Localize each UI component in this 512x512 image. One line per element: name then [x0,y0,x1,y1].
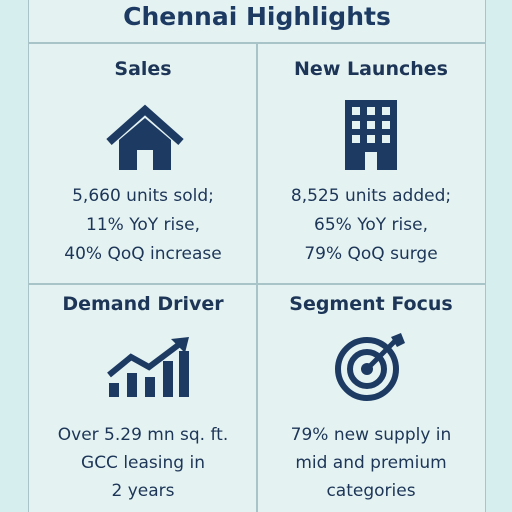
cell: Segment Focus 79% new supply in mid and … [257,283,485,512]
cell-text: 11% YoY rise, [86,215,200,235]
cell: Sales 5,660 units sold; 11% YoY rise, 40… [29,42,257,283]
cell-text: Over 5.29 mn sq. ft. [57,425,229,445]
cell-title: Sales [114,58,172,80]
cell-text: 5,660 units sold; [72,186,214,206]
cell-text: 79% new supply in [290,425,452,445]
cell-title: New Launches [294,58,448,80]
cell-text: 79% QoQ surge [304,244,438,264]
target-icon [335,333,405,401]
cell-text: 2 years [111,481,175,501]
growth-icon [107,337,189,397]
cell: Demand Driver Over 5.29 mn sq. ft. GCC l… [29,283,257,512]
cell-title: Demand Driver [62,293,224,315]
building-icon [345,100,397,170]
cell-text: categories [326,481,416,501]
panel: Chennai Highlights Sales 5,660 units sol… [28,0,486,512]
cell-text: mid and premium [295,453,447,473]
cell-text: 40% QoQ increase [64,244,222,264]
cell-text: 65% YoY rise, [314,215,428,235]
title: Chennai Highlights [123,2,391,31]
cell: New Launches 8,525 units added; 65% YoY … [257,42,485,283]
cell-text: GCC leasing in [81,453,205,473]
divider [256,42,258,512]
cell-title: Segment Focus [289,293,453,315]
cell-text: 8,525 units added; [290,186,452,206]
house-icon [106,104,184,170]
